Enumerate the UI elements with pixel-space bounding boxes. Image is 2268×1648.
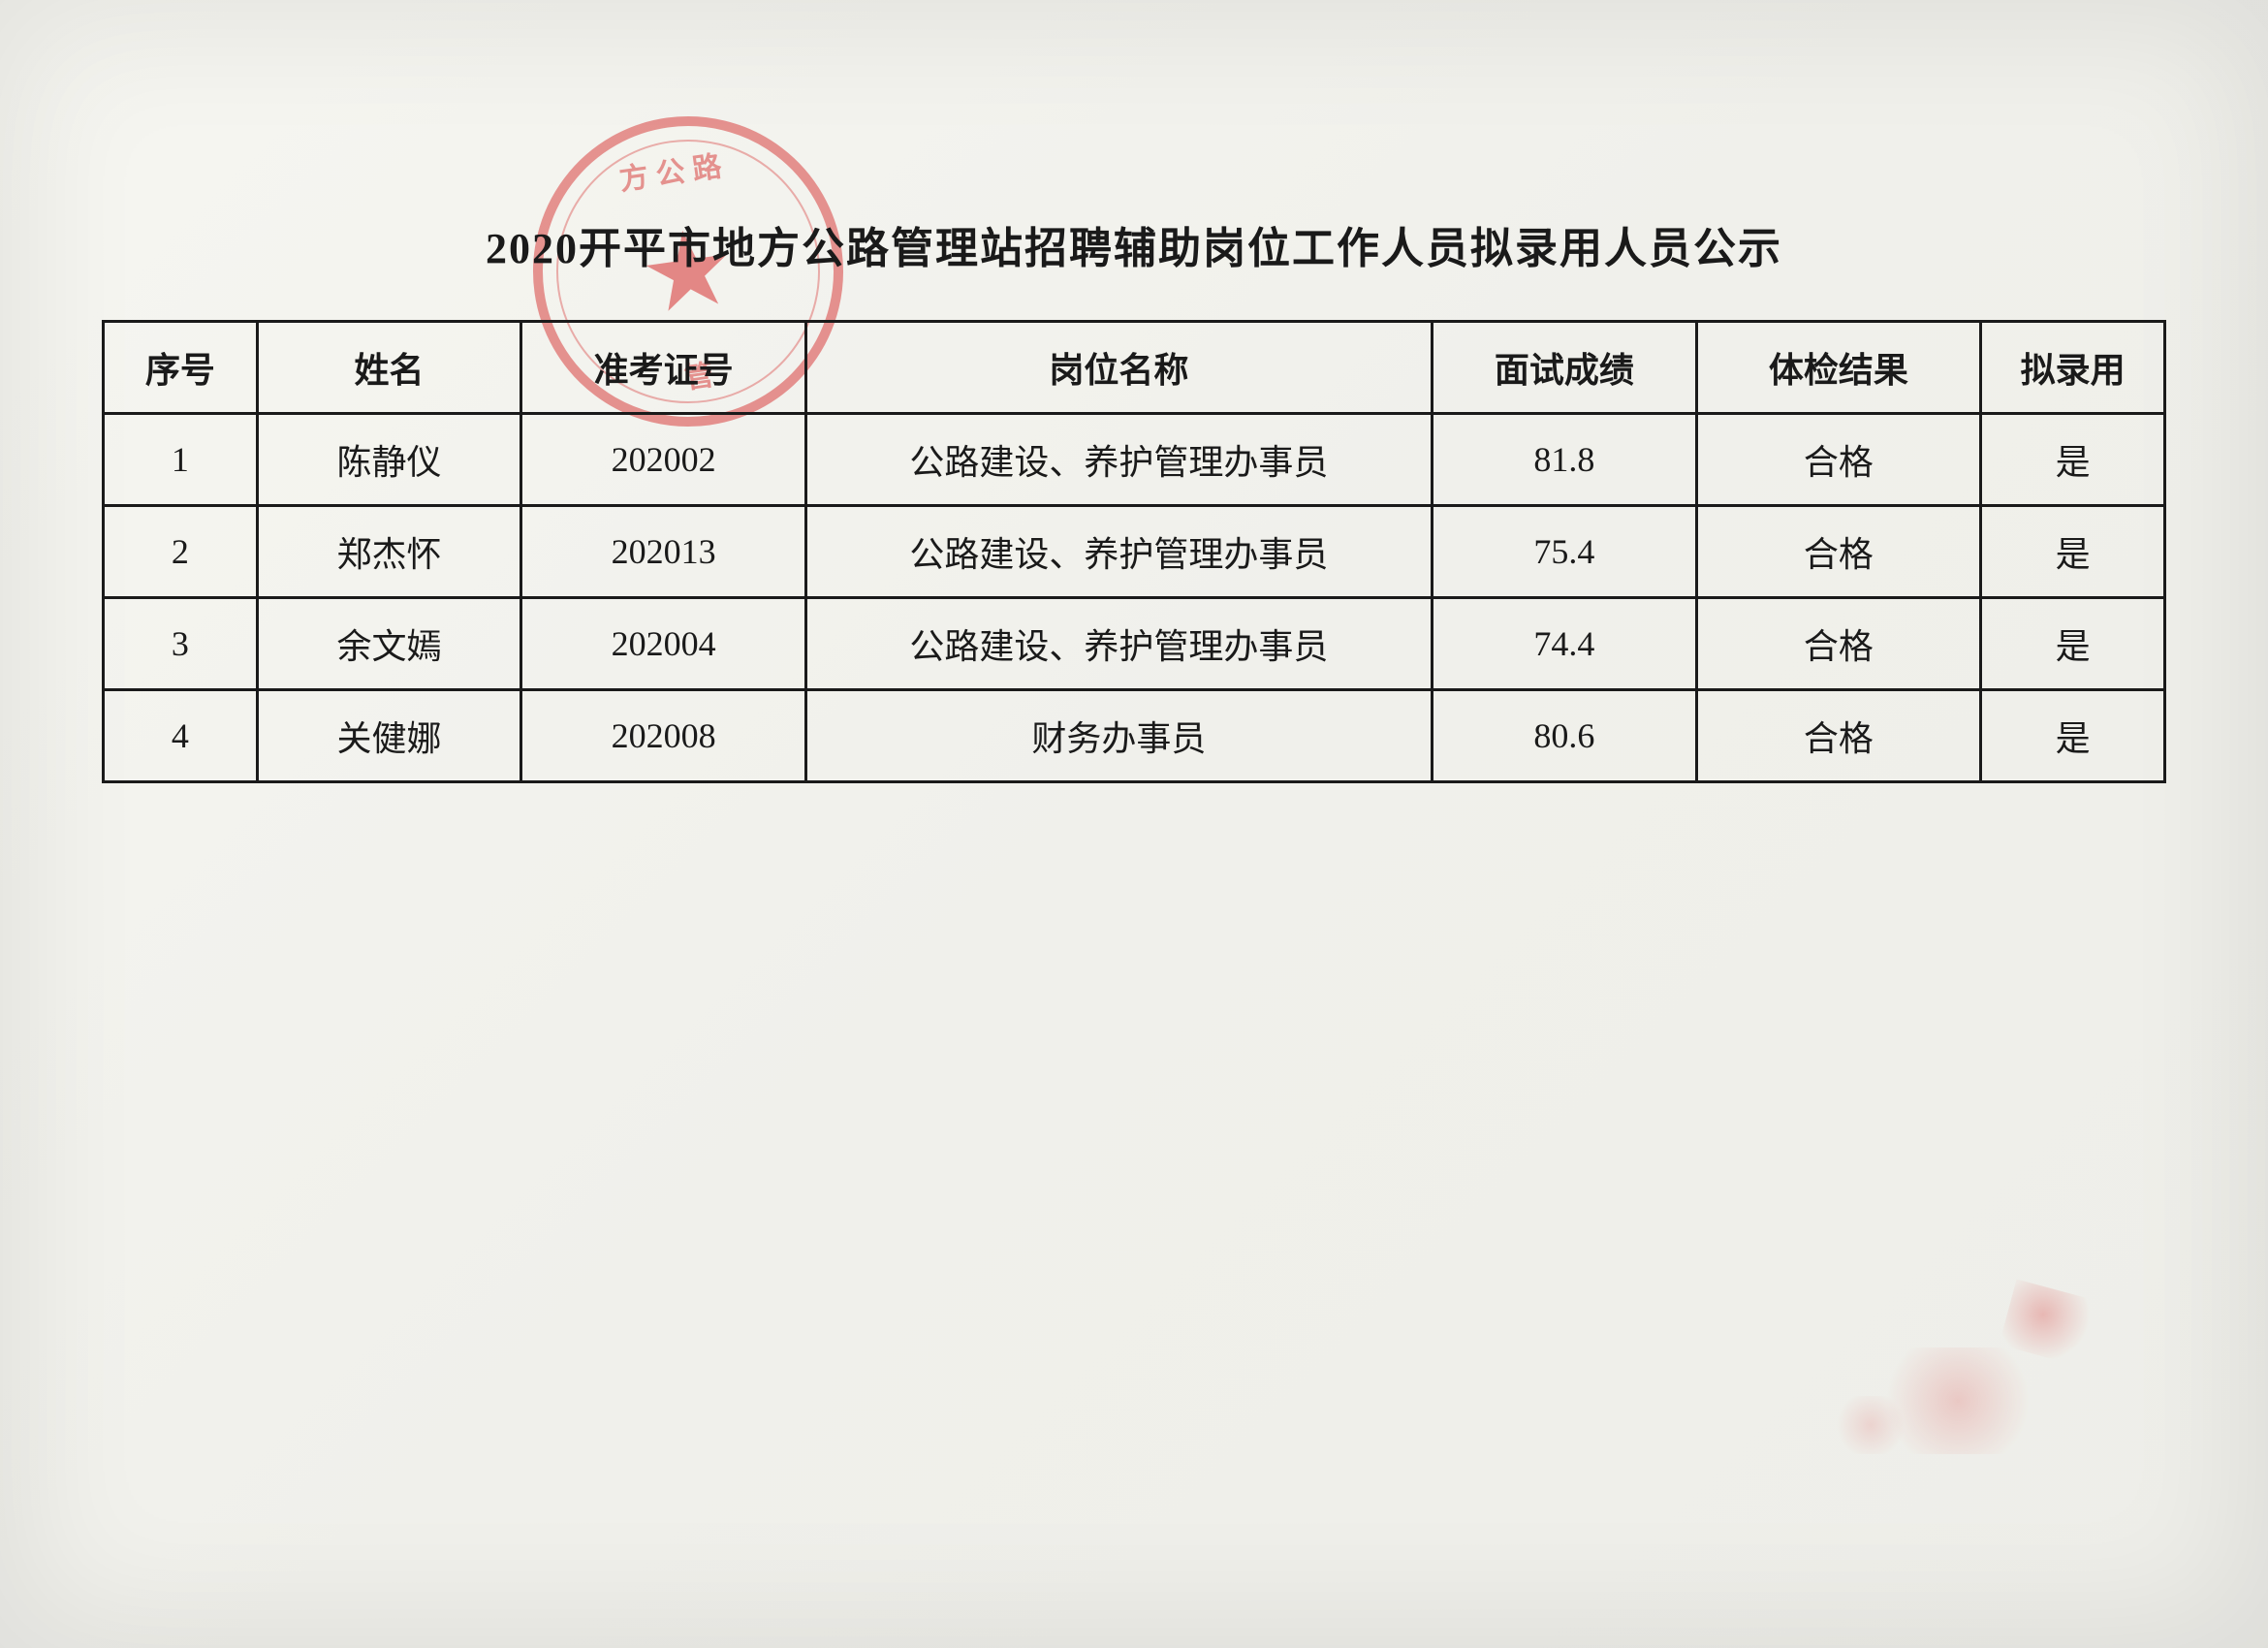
smudge-blob — [1832, 1396, 1909, 1454]
cell-seq: 3 — [104, 598, 258, 690]
cell-position: 财务办事员 — [805, 690, 1432, 782]
cell-seq: 1 — [104, 414, 258, 506]
document-title: 2020开平市地方公路管理站招聘辅助岗位工作人员拟录用人员公示 — [0, 213, 2268, 275]
table-row: 3 余文嫣 202004 公路建设、养护管理办事员 74.4 合格 是 — [104, 598, 2165, 690]
cell-name: 关健娜 — [257, 690, 521, 782]
cell-score: 75.4 — [1432, 506, 1696, 598]
table-row: 4 关健娜 202008 财务办事员 80.6 合格 是 — [104, 690, 2165, 782]
cell-hire: 是 — [1981, 414, 2165, 506]
cell-exam: 合格 — [1696, 690, 1980, 782]
cell-seq: 2 — [104, 506, 258, 598]
table-row: 2 郑杰怀 202013 公路建设、养护管理办事员 75.4 合格 是 — [104, 506, 2165, 598]
document-page: 方公路 ★ 管 2020开平市地方公路管理站招聘辅助岗位工作人员拟录用人员公示 … — [0, 0, 2268, 1648]
col-header-hire: 拟录用 — [1981, 322, 2165, 414]
cell-hire: 是 — [1981, 506, 2165, 598]
cell-position: 公路建设、养护管理办事员 — [805, 414, 1432, 506]
col-header-seq: 序号 — [104, 322, 258, 414]
cell-position: 公路建设、养护管理办事员 — [805, 598, 1432, 690]
cell-exam: 合格 — [1696, 414, 1980, 506]
ink-smudge — [1793, 1289, 2103, 1483]
cell-position: 公路建设、养护管理办事员 — [805, 506, 1432, 598]
table-row: 1 陈静仪 202002 公路建设、养护管理办事员 81.8 合格 是 — [104, 414, 2165, 506]
col-header-score: 面试成绩 — [1432, 322, 1696, 414]
cell-exam: 合格 — [1696, 598, 1980, 690]
cell-score: 81.8 — [1432, 414, 1696, 506]
cell-hire: 是 — [1981, 598, 2165, 690]
cell-name: 郑杰怀 — [257, 506, 521, 598]
cell-name: 陈静仪 — [257, 414, 521, 506]
col-header-position: 岗位名称 — [805, 322, 1432, 414]
cell-seq: 4 — [104, 690, 258, 782]
cell-id: 202008 — [521, 690, 805, 782]
col-header-id: 准考证号 — [521, 322, 805, 414]
col-header-name: 姓名 — [257, 322, 521, 414]
cell-id: 202002 — [521, 414, 805, 506]
smudge-blob — [1999, 1280, 2100, 1368]
cell-exam: 合格 — [1696, 506, 1980, 598]
col-header-exam: 体检结果 — [1696, 322, 1980, 414]
cell-score: 74.4 — [1432, 598, 1696, 690]
stamp-top-text: 方公路 — [527, 128, 821, 210]
cell-score: 80.6 — [1432, 690, 1696, 782]
table-header-row: 序号 姓名 准考证号 岗位名称 面试成绩 体检结果 拟录用 — [104, 322, 2165, 414]
cell-hire: 是 — [1981, 690, 2165, 782]
smudge-blob — [1871, 1347, 2045, 1454]
candidates-table: 序号 姓名 准考证号 岗位名称 面试成绩 体检结果 拟录用 1 陈静仪 2020… — [102, 320, 2166, 783]
cell-id: 202013 — [521, 506, 805, 598]
cell-id: 202004 — [521, 598, 805, 690]
cell-name: 余文嫣 — [257, 598, 521, 690]
